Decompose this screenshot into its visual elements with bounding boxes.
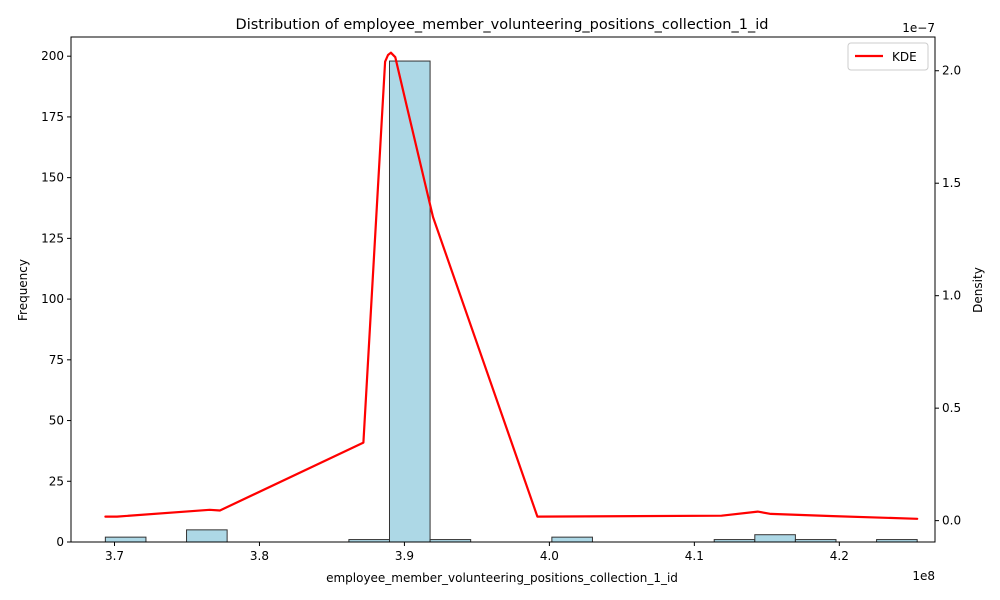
y-right-axis-offset-label: 1e−7 [902,21,935,35]
y-tick-label: 50 [49,414,64,428]
y-tick-label: 0 [56,535,64,549]
x-tick-label: 3.9 [395,549,414,563]
x-axis-offset-label: 1e8 [912,569,935,583]
y-right-axis-label: Density [971,267,985,313]
legend-kde-label: KDE [892,50,917,64]
x-tick-label: 3.7 [105,549,124,563]
y-axis-label: Frequency [16,259,30,321]
plot-frame [70,36,936,543]
histogram-bar [551,536,593,543]
histogram-bar [388,60,431,543]
y-tick-label: 200 [41,49,64,63]
y-right-tick-label: 2.0 [942,64,961,78]
histogram-bars [104,60,918,543]
y-tick-label: 25 [49,474,64,488]
legend: KDE [847,42,929,71]
legend-box [847,42,929,71]
x-tick-label: 4.2 [830,549,849,563]
x-axis-label: employee_member_volunteering_positions_c… [326,571,678,585]
x-tick-label: 3.8 [250,549,269,563]
y-right-tick-label: 0.5 [942,401,961,415]
histogram-bar [754,534,796,543]
y-axis-ticks: 0 25 50 75 100 125 150 175 200 [41,49,71,549]
x-axis-ticks: 3.7 3.8 3.9 4.0 4.1 4.2 [105,542,849,563]
y-tick-label: 125 [41,231,64,245]
x-tick-label: 4.1 [685,549,704,563]
y-tick-label: 175 [41,110,64,124]
y-right-tick-label: 0.0 [942,514,961,528]
y-tick-label: 150 [41,171,64,185]
kde-series [104,51,919,520]
histogram-bar [104,536,147,543]
y-tick-label: 75 [49,353,64,367]
histogram-bar [186,529,228,543]
chart-title: Distribution of employee_member_voluntee… [236,17,769,33]
kde-line [104,51,919,520]
y-right-tick-label: 1.5 [942,176,961,190]
y-right-tick-label: 1.0 [942,289,961,303]
y-right-axis-ticks: 0.0 0.5 1.0 1.5 2.0 [935,64,961,528]
x-tick-label: 4.0 [540,549,559,563]
y-tick-label: 100 [41,292,64,306]
